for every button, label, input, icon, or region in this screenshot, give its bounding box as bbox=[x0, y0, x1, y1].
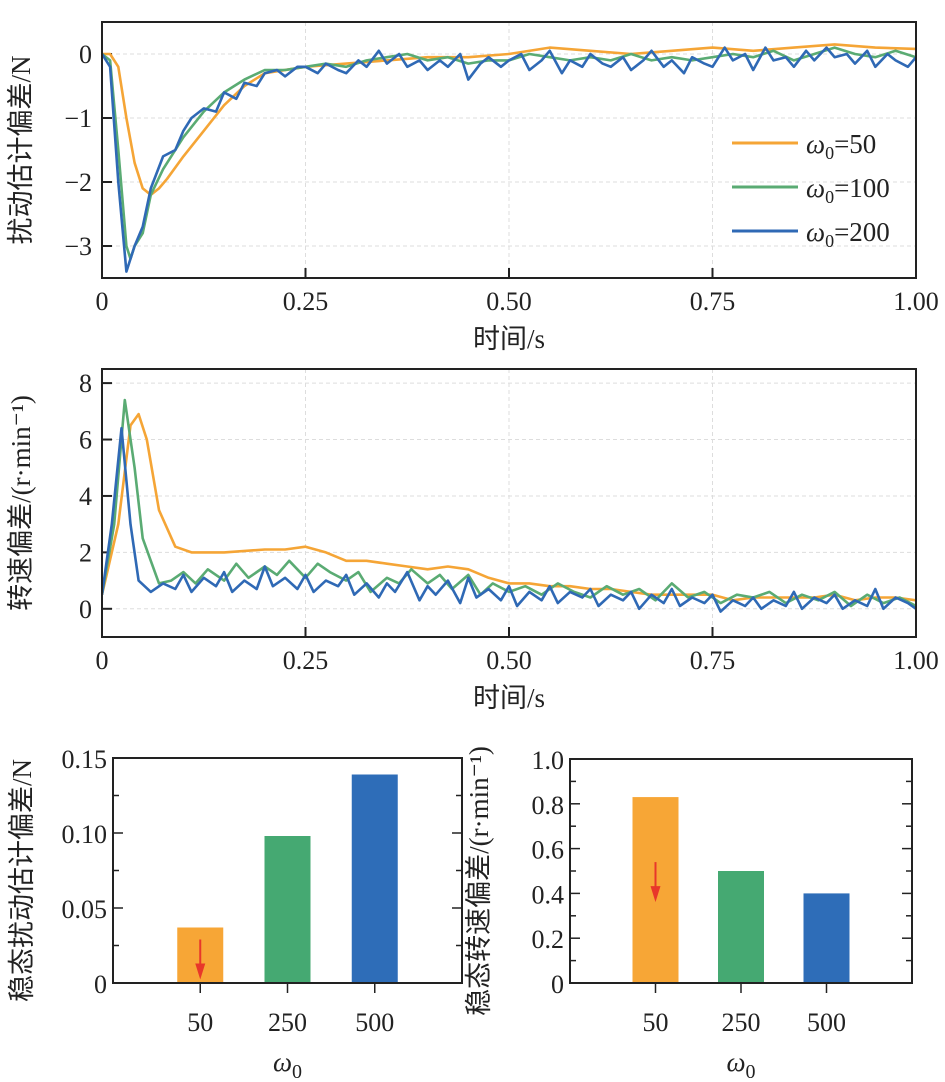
legend-omega: ω bbox=[806, 173, 825, 203]
y-tick-label: 0.8 bbox=[532, 791, 565, 820]
y-tick-label: 0.6 bbox=[532, 836, 565, 865]
legend-label: ω0=50 bbox=[806, 129, 876, 163]
legend-value: =200 bbox=[834, 217, 890, 247]
y-tick-label: 0 bbox=[551, 970, 564, 999]
x-tick-label: 0.75 bbox=[690, 287, 736, 316]
bar-500 bbox=[351, 774, 398, 983]
y-axis-label: 稳态扰动估计偏差/N bbox=[7, 759, 37, 1002]
plot-frame bbox=[101, 21, 917, 279]
series-line-wundefined bbox=[102, 426, 916, 613]
y-axis-label: 稳态转速偏差/(r·min⁻¹) bbox=[464, 746, 494, 1016]
plot-frame bbox=[569, 758, 913, 984]
y-axis-label: 扰动估计偏差/N bbox=[6, 56, 36, 245]
line-chart-1: 0 0.25 0.50 0.75 1.00 0 −1 −2 −3 时间/s 扰动估计偏差/N bbox=[6, 21, 939, 354]
plot-frame bbox=[101, 368, 917, 638]
bar-250 bbox=[264, 836, 311, 983]
series-line-wundefined bbox=[102, 398, 916, 608]
series-line-w200 bbox=[102, 46, 916, 273]
y-tick-label: −2 bbox=[64, 168, 92, 197]
x-tick-label: 0.50 bbox=[486, 646, 532, 675]
x-tick-label: 0 bbox=[96, 287, 109, 316]
y-tick-label: 2 bbox=[79, 538, 92, 567]
x-tick-label: 50 bbox=[643, 1008, 669, 1037]
y-tick-label: 4 bbox=[79, 482, 92, 511]
legend-sub: 0 bbox=[825, 187, 834, 207]
x-axis-label: ω0 bbox=[726, 1047, 755, 1082]
y-tick-label: 0.10 bbox=[62, 820, 108, 849]
down-arrow-icon bbox=[650, 886, 661, 903]
y-tick-label: 1.0 bbox=[532, 746, 565, 775]
y-tick-label: 0.4 bbox=[532, 880, 565, 909]
x-axis-label: 时间/s bbox=[473, 683, 545, 713]
legend-label: ω0=200 bbox=[806, 217, 890, 251]
y-tick-label: −1 bbox=[64, 104, 92, 133]
x-tick-label: 0.50 bbox=[486, 287, 532, 316]
legend-sub: 0 bbox=[825, 143, 834, 163]
x-tick-label: 0.75 bbox=[690, 646, 736, 675]
x-tick-label: 250 bbox=[722, 1008, 761, 1037]
x-axis-label: 时间/s bbox=[473, 324, 545, 354]
y-tick-label: 6 bbox=[79, 426, 92, 455]
legend-omega: ω bbox=[806, 217, 825, 247]
x-tick-label: 500 bbox=[807, 1008, 846, 1037]
y-tick-label: 0 bbox=[79, 40, 92, 69]
x-tick-label: 0.25 bbox=[283, 646, 329, 675]
x-tick-label: 0.25 bbox=[283, 287, 329, 316]
y-tick-label: 8 bbox=[79, 369, 92, 398]
y-tick-label: 0.15 bbox=[62, 745, 108, 774]
down-arrow-icon bbox=[195, 963, 206, 980]
x-tick-label: 250 bbox=[268, 1008, 307, 1037]
x-label-omega: ω bbox=[273, 1047, 292, 1077]
y-tick-label: 0 bbox=[79, 595, 92, 624]
x-tick-label: 1.00 bbox=[893, 646, 939, 675]
legend-value: =50 bbox=[834, 129, 876, 159]
line-chart-2: 0 0.25 0.50 0.75 1.00 0 2 4 6 8 时间/s 转速偏差/(r·min⁻¹) bbox=[6, 368, 939, 713]
bar-250 bbox=[718, 871, 764, 983]
x-tick-label: 500 bbox=[355, 1008, 394, 1037]
x-label-sub: 0 bbox=[292, 1061, 302, 1082]
legend-omega: ω bbox=[806, 129, 825, 159]
x-axis-label: ω0 bbox=[273, 1047, 302, 1082]
plot-frame bbox=[112, 757, 463, 984]
bar-chart-2: 00.20.40.60.81.050 250 500ω0稳态转速偏差/(r·min⁻… bbox=[464, 746, 913, 1082]
y-tick-label: −3 bbox=[64, 232, 92, 261]
x-tick-label: 0 bbox=[96, 646, 109, 675]
y-tick-label: 0.2 bbox=[532, 925, 565, 954]
x-label-omega: ω bbox=[726, 1047, 745, 1077]
y-axis-label: 转速偏差/(r·min⁻¹) bbox=[6, 395, 36, 611]
legend-label: ω0=100 bbox=[806, 173, 890, 207]
legend-value: =100 bbox=[834, 173, 890, 203]
x-label-sub: 0 bbox=[746, 1061, 756, 1082]
y-tick-label: 0 bbox=[94, 970, 107, 999]
x-tick-label: 1.00 bbox=[893, 287, 939, 316]
bar-500 bbox=[803, 893, 850, 983]
x-tick-label: 50 bbox=[187, 1008, 213, 1037]
y-tick-label: 0.05 bbox=[62, 895, 108, 924]
legend-sub: 0 bbox=[825, 231, 834, 251]
